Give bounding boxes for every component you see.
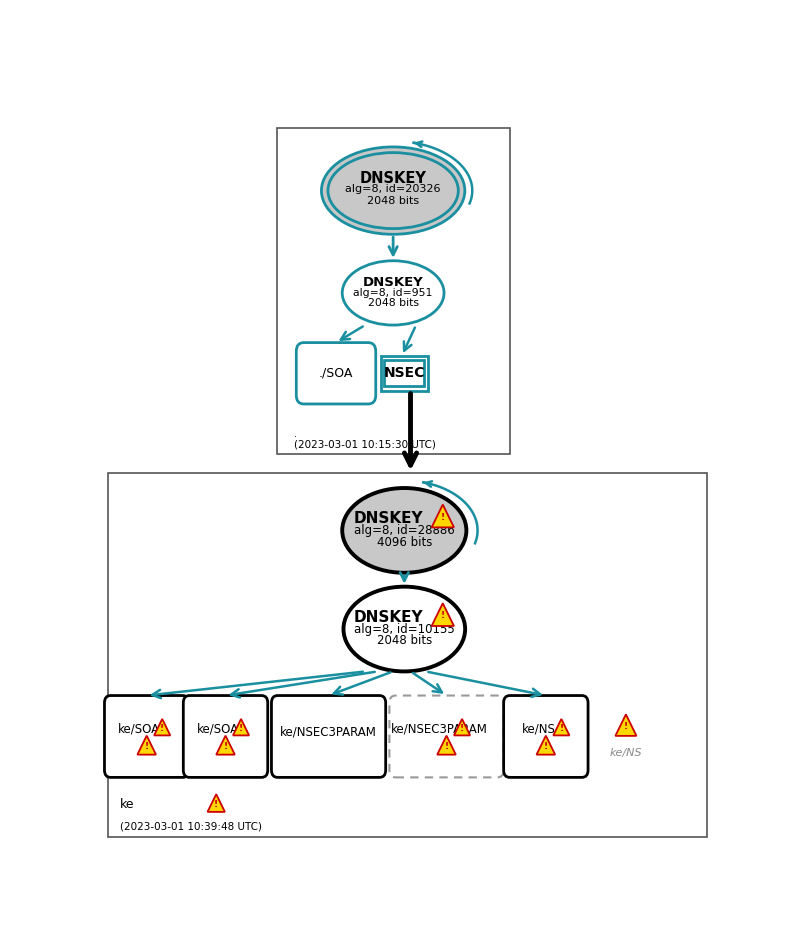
FancyBboxPatch shape	[296, 343, 376, 404]
Polygon shape	[233, 719, 249, 735]
Text: ke/NS: ke/NS	[610, 748, 642, 757]
FancyBboxPatch shape	[272, 696, 386, 777]
Text: !: !	[441, 611, 445, 621]
Ellipse shape	[321, 147, 465, 234]
Polygon shape	[432, 604, 454, 626]
Text: DNSKEY: DNSKEY	[360, 171, 427, 186]
FancyBboxPatch shape	[504, 696, 588, 777]
Text: !: !	[460, 724, 464, 733]
Ellipse shape	[328, 153, 458, 229]
Polygon shape	[454, 719, 470, 735]
Text: alg=8, id=28886: alg=8, id=28886	[354, 524, 455, 537]
Text: 2048 bits: 2048 bits	[368, 298, 419, 308]
Text: ./SOA: ./SOA	[319, 367, 353, 380]
Text: ke/SOA: ke/SOA	[197, 722, 239, 735]
Ellipse shape	[342, 488, 466, 573]
Text: 4096 bits: 4096 bits	[376, 535, 432, 549]
FancyBboxPatch shape	[277, 128, 509, 454]
FancyBboxPatch shape	[384, 360, 425, 386]
Polygon shape	[437, 735, 456, 754]
Ellipse shape	[344, 586, 465, 672]
FancyBboxPatch shape	[380, 356, 428, 391]
Text: (2023-03-01 10:15:30 UTC): (2023-03-01 10:15:30 UTC)	[295, 439, 437, 449]
Text: NSEC: NSEC	[384, 366, 425, 381]
Text: ke/NS: ke/NS	[521, 722, 555, 735]
Text: !: !	[214, 800, 218, 809]
FancyBboxPatch shape	[107, 474, 707, 837]
Polygon shape	[432, 505, 454, 528]
FancyBboxPatch shape	[389, 696, 504, 777]
Text: DNSKEY: DNSKEY	[354, 512, 424, 526]
Polygon shape	[537, 735, 555, 754]
FancyBboxPatch shape	[104, 696, 189, 777]
Text: (2023-03-01 10:39:48 UTC): (2023-03-01 10:39:48 UTC)	[120, 822, 262, 831]
Text: !: !	[441, 512, 445, 522]
Text: ke/NSEC3PARAM: ke/NSEC3PARAM	[391, 722, 488, 735]
Polygon shape	[138, 735, 156, 754]
Text: ke: ke	[120, 798, 135, 811]
Text: alg=8, id=10155: alg=8, id=10155	[354, 623, 455, 636]
Polygon shape	[207, 794, 225, 812]
Text: !: !	[223, 742, 227, 751]
Text: !: !	[624, 722, 628, 731]
Text: ke/SOA: ke/SOA	[119, 722, 160, 735]
Text: DNSKEY: DNSKEY	[363, 276, 424, 289]
Text: 2048 bits: 2048 bits	[367, 195, 419, 206]
Text: 2048 bits: 2048 bits	[376, 634, 432, 647]
Text: DNSKEY: DNSKEY	[354, 610, 424, 624]
Polygon shape	[216, 735, 235, 754]
Text: .: .	[295, 429, 297, 439]
Polygon shape	[615, 715, 637, 735]
FancyBboxPatch shape	[183, 696, 268, 777]
Polygon shape	[553, 719, 570, 735]
Text: alg=8, id=20326: alg=8, id=20326	[345, 184, 441, 195]
Text: ke/NSEC3PARAM: ke/NSEC3PARAM	[280, 726, 377, 738]
Text: !: !	[239, 724, 243, 733]
Polygon shape	[154, 719, 171, 735]
Text: !: !	[559, 724, 563, 733]
Text: alg=8, id=951: alg=8, id=951	[353, 288, 433, 298]
Text: !: !	[445, 742, 449, 751]
Text: !: !	[544, 742, 548, 751]
Ellipse shape	[342, 261, 444, 326]
Text: !: !	[145, 742, 149, 751]
Text: !: !	[160, 724, 164, 733]
